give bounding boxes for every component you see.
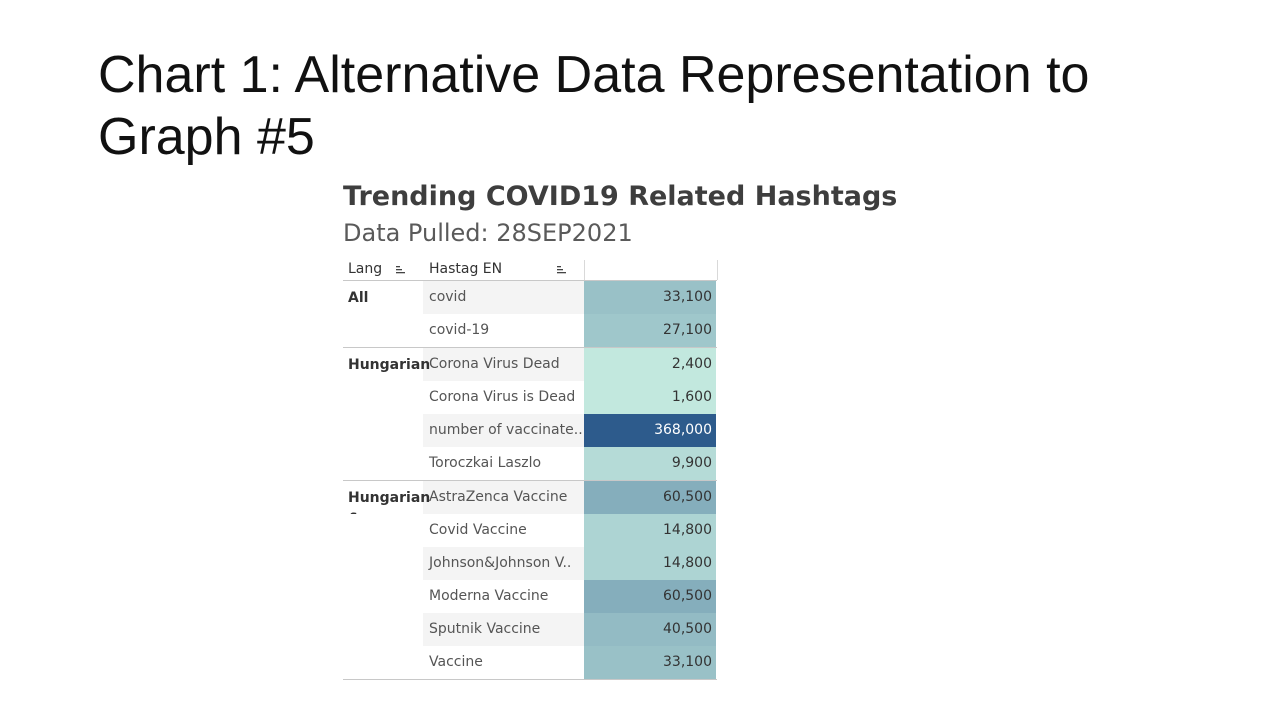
value-cell: 14,800	[584, 547, 716, 580]
hashtag-table: Lang Hastag EN All covid 33,100 covid-19 27,…	[343, 260, 718, 680]
table-row[interactable]: Covid Vaccine 14,800	[343, 514, 717, 547]
hashtag-cell: covid	[423, 281, 584, 314]
hashtag-cell: Moderna Vaccine	[423, 580, 584, 613]
table-row[interactable]: Moderna Vaccine 60,500	[343, 580, 717, 613]
lang-cell: Hungarian & Serbian	[343, 481, 430, 548]
lang-cell	[343, 381, 423, 414]
hashtag-cell: number of vaccinate..	[423, 414, 584, 447]
column-header-value	[584, 260, 718, 280]
hashtag-cell: AstraZenca Vaccine	[423, 481, 584, 514]
value-cell: 60,500	[584, 481, 716, 514]
value-cell: 1,600	[584, 381, 716, 414]
table-bottom-border	[343, 679, 717, 680]
lang-cell: Hungarian	[343, 348, 430, 381]
table-header: Lang Hastag EN	[343, 260, 718, 281]
table-row[interactable]: Vaccine 33,100	[343, 646, 717, 679]
chart-title: Trending COVID19 Related Hashtags	[343, 181, 898, 212]
slide-title: Chart 1: Alternative Data Representation…	[98, 46, 1090, 166]
sort-icon[interactable]	[395, 264, 406, 275]
lang-cell: All	[343, 281, 423, 314]
value-cell: 60,500	[584, 580, 716, 613]
value-cell: 33,100	[584, 281, 716, 314]
value-cell: 368,000	[584, 414, 716, 447]
lang-cell	[343, 580, 423, 613]
table-row[interactable]: covid-19 27,100	[343, 314, 717, 347]
sort-icon[interactable]	[556, 264, 567, 275]
hashtag-cell: Sputnik Vaccine	[423, 613, 584, 646]
table-row[interactable]: Corona Virus is Dead 1,600	[343, 381, 717, 414]
hashtag-cell: Corona Virus is Dead	[423, 381, 584, 414]
hashtag-cell: Vaccine	[423, 646, 584, 679]
value-cell: 2,400	[584, 348, 716, 381]
lang-cell	[343, 314, 423, 347]
table-row[interactable]: All covid 33,100	[343, 281, 717, 314]
value-cell: 14,800	[584, 514, 716, 547]
hashtag-cell: Corona Virus Dead	[423, 348, 584, 381]
table-row[interactable]: Hungarian & SerbianAstraZenca Vaccine60,…	[343, 480, 717, 548]
lang-cell	[343, 514, 423, 547]
table-row[interactable]: Johnson&Johnson V.. 14,800	[343, 547, 717, 580]
value-cell: 33,100	[584, 646, 716, 679]
table-row[interactable]: Hungarian Corona Virus Dead 2,400	[343, 347, 717, 381]
column-header-lang[interactable]: Lang	[348, 261, 383, 277]
hashtag-cell: covid-19	[423, 314, 584, 347]
table-row[interactable]: Sputnik Vaccine 40,500	[343, 613, 717, 646]
hashtag-cell: Johnson&Johnson V..	[423, 547, 584, 580]
lang-cell	[343, 613, 423, 646]
hashtag-cell: Covid Vaccine	[423, 514, 584, 547]
value-cell: 27,100	[584, 314, 716, 347]
table-row[interactable]: number of vaccinate.. 368,000	[343, 414, 717, 447]
value-cell: 40,500	[584, 613, 716, 646]
value-cell: 9,900	[584, 447, 716, 480]
lang-cell	[343, 646, 423, 679]
table-body: All covid 33,100 covid-19 27,100 Hungarian Cor…	[343, 281, 717, 679]
lang-cell	[343, 447, 423, 480]
chart-subtitle: Data Pulled: 28SEP2021	[343, 219, 633, 247]
hashtag-cell: Toroczkai Laszlo	[423, 447, 584, 480]
viz-container: Trending COVID19 Related Hashtags Data P…	[343, 180, 898, 680]
column-header-hashtag[interactable]: Hastag EN	[429, 261, 503, 277]
lang-cell	[343, 547, 423, 580]
lang-cell	[343, 414, 423, 447]
table-row[interactable]: Toroczkai Laszlo 9,900	[343, 447, 717, 480]
